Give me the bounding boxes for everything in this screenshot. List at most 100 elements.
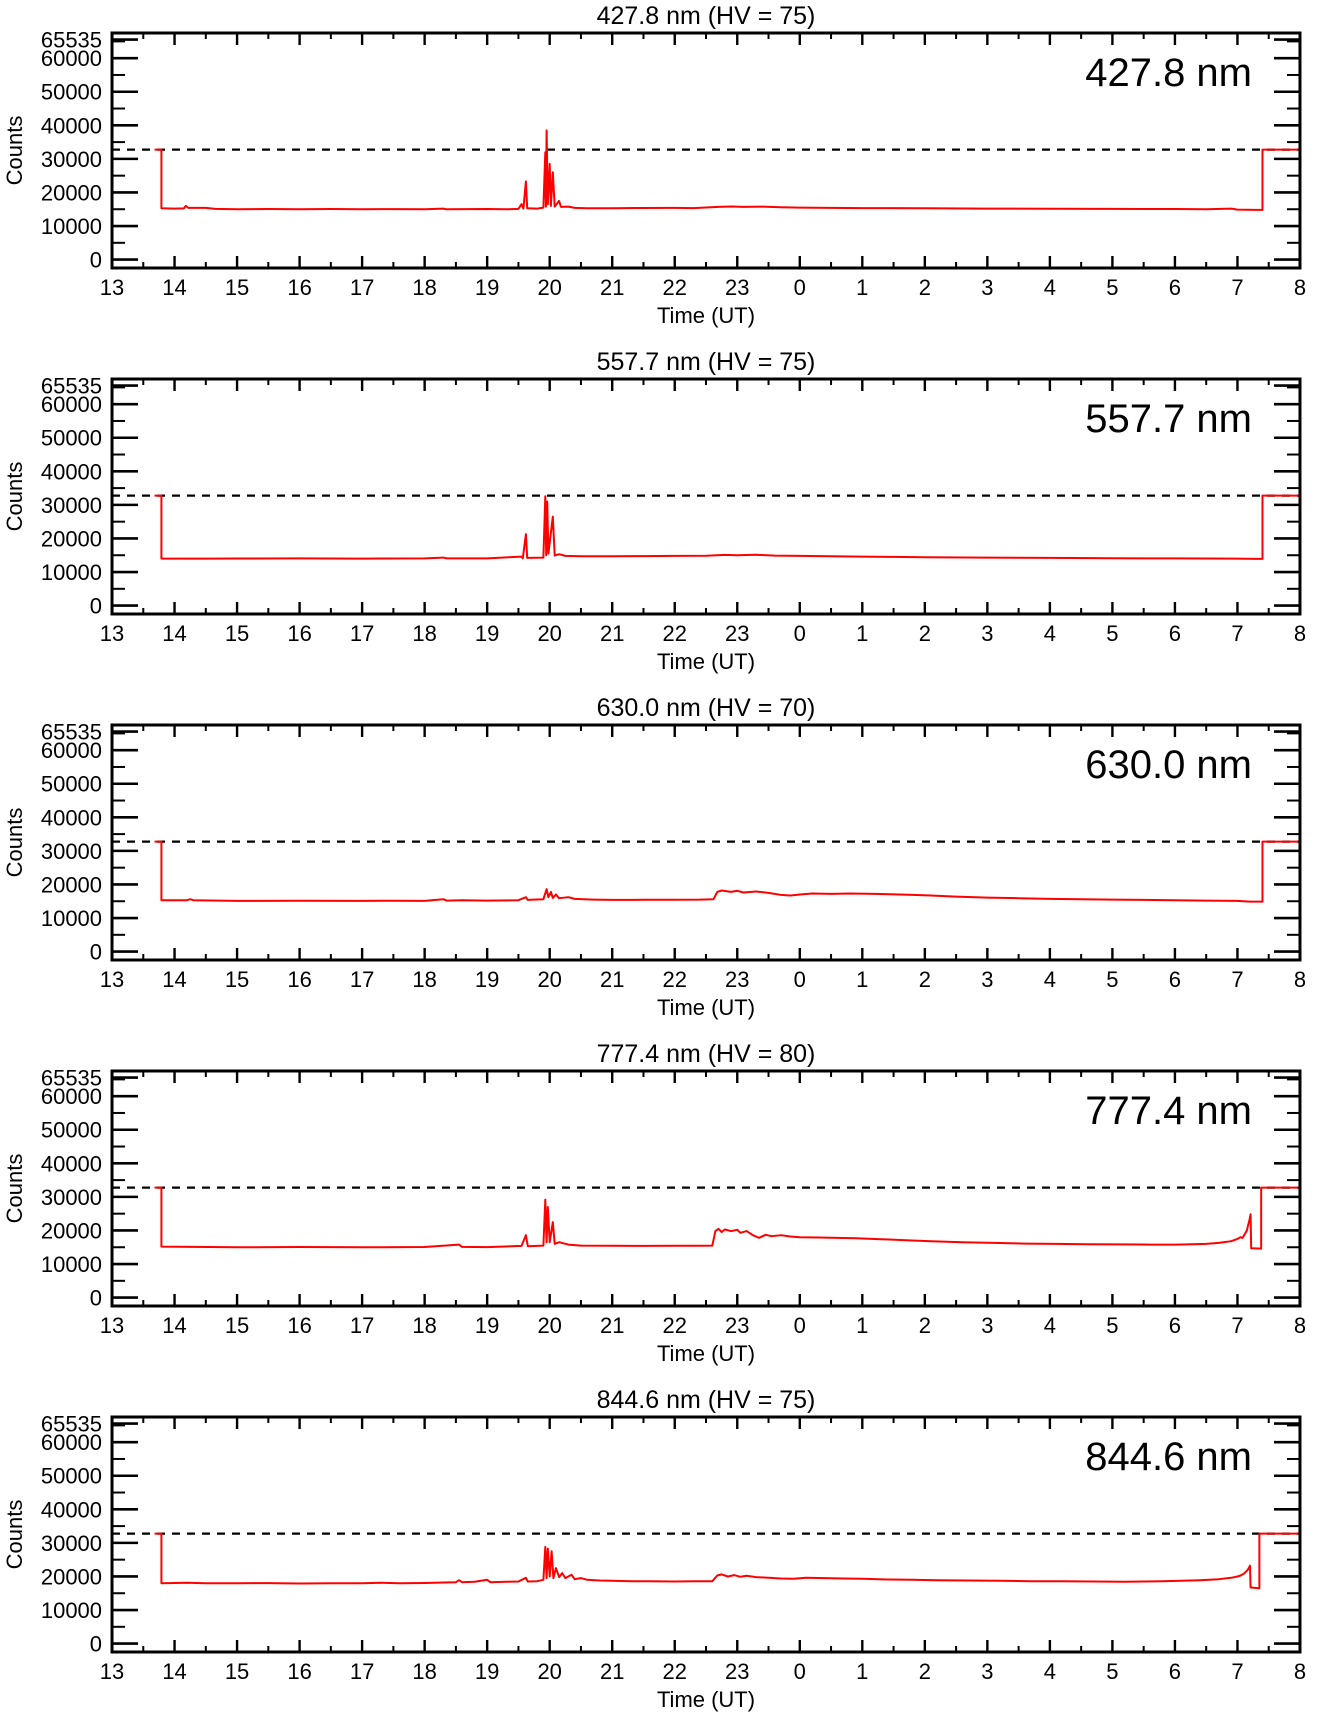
trace-line [154, 129, 1300, 211]
y-axis-label: Counts [2, 116, 27, 186]
x-tick-label: 13 [100, 1659, 124, 1684]
wavelength-annotation: 777.4 nm [1085, 1089, 1252, 1133]
x-tick-label: 19 [475, 967, 499, 992]
x-tick-label: 13 [100, 967, 124, 992]
x-tick-label: 21 [600, 621, 624, 646]
x-tick-label: 22 [663, 275, 687, 300]
y-tick-label: 60000 [41, 1430, 102, 1455]
x-axis-label: Time (UT) [657, 1341, 755, 1366]
x-tick-label: 7 [1231, 275, 1243, 300]
plot-box [110, 723, 1302, 962]
y-axis-label: Counts [2, 1154, 27, 1224]
x-tick-label: 3 [981, 967, 993, 992]
x-tick-label: 6 [1169, 1313, 1181, 1338]
x-tick-label: 23 [725, 967, 749, 992]
x-tick-label: 19 [475, 621, 499, 646]
y-tick-label: 60000 [41, 1084, 102, 1109]
y-tick-label: 65535 [41, 28, 102, 53]
x-tick-label: 0 [794, 1313, 806, 1338]
y-tick-label: 0 [90, 1632, 102, 1657]
x-tick-label: 15 [225, 967, 249, 992]
x-tick-label: 7 [1231, 1313, 1243, 1338]
x-tick-label: 18 [412, 1659, 436, 1684]
panel-title: 777.4 nm (HV = 80) [597, 1040, 816, 1068]
x-tick-label: 22 [663, 1313, 687, 1338]
x-tick-label: 17 [350, 1313, 374, 1338]
x-axis-label: Time (UT) [657, 995, 755, 1020]
x-tick-label: 7 [1231, 1659, 1243, 1684]
x-tick-label: 20 [537, 1659, 561, 1684]
plot-box [110, 377, 1302, 616]
trace-line [154, 1532, 1300, 1590]
x-tick-label: 8 [1294, 1313, 1306, 1338]
x-tick-label: 16 [287, 1313, 311, 1338]
x-tick-label: 4 [1044, 621, 1056, 646]
y-tick-label: 40000 [41, 459, 102, 484]
x-tick-label: 6 [1169, 275, 1181, 300]
y-tick-label: 10000 [41, 906, 102, 931]
x-tick-label: 16 [287, 967, 311, 992]
chart-panel: 0 10000 20000 30000 40000 50000 60000 65535 13 14… [0, 346, 1336, 692]
x-tick-label: 15 [225, 275, 249, 300]
x-tick-label: 16 [287, 275, 311, 300]
x-tick-label: 1 [856, 275, 868, 300]
x-tick-label: 5 [1106, 1313, 1118, 1338]
x-tick-label: 4 [1044, 275, 1056, 300]
x-tick-label: 21 [600, 1313, 624, 1338]
x-tick-label: 17 [350, 275, 374, 300]
x-tick-label: 2 [919, 1659, 931, 1684]
x-tick-label: 23 [725, 621, 749, 646]
y-tick-label: 0 [90, 1286, 102, 1311]
y-tick-label: 65535 [41, 1412, 102, 1437]
x-tick-label: 23 [725, 1313, 749, 1338]
x-tick-label: 23 [725, 1659, 749, 1684]
trace-line [154, 494, 1300, 560]
x-tick-label: 13 [100, 275, 124, 300]
x-tick-label: 3 [981, 621, 993, 646]
y-tick-label: 65535 [41, 374, 102, 399]
x-tick-label: 1 [856, 621, 868, 646]
x-tick-label: 19 [475, 275, 499, 300]
y-tick-label: 50000 [41, 1464, 102, 1489]
panel-title: 557.7 nm (HV = 75) [597, 348, 816, 376]
x-tick-label: 17 [350, 1659, 374, 1684]
x-tick-label: 16 [287, 621, 311, 646]
panel-title: 630.0 nm (HV = 70) [597, 694, 816, 722]
x-tick-label: 7 [1231, 967, 1243, 992]
panel-title: 844.6 nm (HV = 75) [597, 1386, 816, 1414]
wavelength-annotation: 630.0 nm [1085, 743, 1252, 787]
x-tick-label: 14 [162, 1659, 186, 1684]
x-tick-label: 3 [981, 1659, 993, 1684]
y-axis-label: Counts [2, 808, 27, 878]
y-tick-label: 40000 [41, 1151, 102, 1176]
chart-panel: 0 10000 20000 30000 40000 50000 60000 65535 13 14… [0, 1038, 1336, 1384]
x-tick-label: 21 [600, 1659, 624, 1684]
x-tick-label: 23 [725, 275, 749, 300]
x-tick-label: 14 [162, 275, 186, 300]
x-tick-label: 22 [663, 967, 687, 992]
x-tick-label: 5 [1106, 275, 1118, 300]
x-tick-label: 16 [287, 1659, 311, 1684]
y-tick-label: 60000 [41, 738, 102, 763]
y-tick-label: 0 [90, 940, 102, 965]
x-tick-label: 14 [162, 1313, 186, 1338]
x-tick-label: 22 [663, 621, 687, 646]
y-tick-label: 20000 [41, 526, 102, 551]
x-tick-label: 13 [100, 621, 124, 646]
y-tick-label: 10000 [41, 1252, 102, 1277]
chart-panel: 0 10000 20000 30000 40000 50000 60000 65535 13 14… [0, 1384, 1336, 1730]
chart-panel: 0 10000 20000 30000 40000 50000 60000 65535 13 14… [0, 692, 1336, 1038]
x-tick-label: 18 [412, 621, 436, 646]
y-tick-label: 60000 [41, 392, 102, 417]
x-tick-label: 19 [475, 1659, 499, 1684]
x-tick-label: 18 [412, 1313, 436, 1338]
x-tick-label: 3 [981, 275, 993, 300]
y-tick-label: 40000 [41, 805, 102, 830]
y-tick-label: 40000 [41, 1497, 102, 1522]
x-tick-label: 5 [1106, 1659, 1118, 1684]
y-tick-label: 30000 [41, 839, 102, 864]
y-tick-label: 10000 [41, 214, 102, 239]
